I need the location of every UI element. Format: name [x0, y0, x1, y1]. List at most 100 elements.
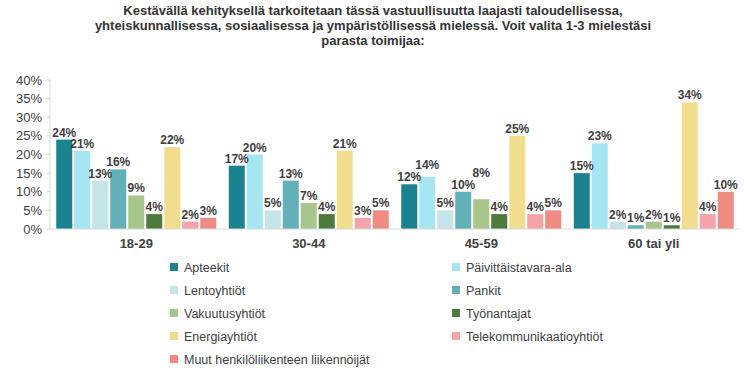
bar: [319, 214, 335, 229]
bars: [56, 102, 734, 229]
y-tick-label: 0%: [23, 222, 42, 237]
data-label: 16%: [106, 155, 130, 169]
data-label: 1%: [627, 211, 645, 225]
title-line: yhteiskunnallisessa, sosiaalisessa ja ym…: [95, 18, 651, 33]
y-tick-label: 10%: [16, 184, 42, 199]
title-line: Kestävällä kehityksellä tarkoitetaan täs…: [123, 3, 622, 18]
y-tick: [46, 80, 50, 81]
data-label: 3%: [200, 204, 218, 218]
y-tick-label: 40%: [16, 73, 42, 88]
bar: [646, 222, 662, 229]
y-tick-label: 15%: [16, 166, 42, 181]
bar: [283, 181, 299, 229]
y-tick: [46, 98, 50, 99]
legend-label: Vakuutusyhtiöt: [184, 307, 266, 321]
bar: [92, 181, 108, 229]
data-label: 8%: [473, 166, 491, 180]
bar: [56, 140, 72, 229]
legend-swatch: [170, 263, 178, 271]
bar: [718, 192, 734, 229]
data-label: 22%: [160, 133, 184, 147]
x-axis-line: [50, 229, 740, 230]
y-tick: [46, 173, 50, 174]
bar: [574, 173, 590, 229]
legend-label: Muut henkilöliikenteen liikennöijät: [184, 353, 370, 367]
legend-swatch: [452, 286, 460, 294]
y-tick: [46, 229, 50, 230]
y-tick-label: 5%: [23, 203, 42, 218]
bar: [355, 218, 371, 229]
y-tick: [46, 191, 50, 192]
legend-label: Energiayhtiöt: [184, 330, 257, 344]
y-tick-label: 30%: [16, 110, 42, 125]
legend-swatch: [452, 332, 460, 340]
bar: [473, 199, 489, 229]
data-label: 5%: [437, 196, 455, 210]
x-tick-label: 45-59: [465, 236, 498, 251]
legend-swatch: [170, 332, 178, 340]
legend-label: Työnantajat: [466, 307, 531, 321]
title: Kestävällä kehityksellä tarkoitetaan täs…: [95, 3, 651, 48]
y-tick: [46, 210, 50, 211]
bar: [164, 147, 180, 229]
data-label: 10%: [451, 178, 475, 192]
data-label: 5%: [264, 196, 282, 210]
data-label: 25%: [505, 122, 529, 136]
bar: [455, 192, 471, 229]
legend-swatch: [452, 263, 460, 271]
bar: [700, 214, 716, 229]
data-label: 12%: [397, 170, 421, 184]
data-label: 4%: [527, 200, 545, 214]
legend: ApteekitPäivittäistavara-alaLentoyhtiötP…: [170, 261, 603, 367]
bar: [491, 214, 507, 229]
bar: [373, 210, 389, 229]
bar: [200, 218, 216, 229]
x-tick-label: 30-44: [292, 236, 326, 251]
y-tick: [46, 135, 50, 136]
data-label: 15%: [570, 159, 594, 173]
legend-swatch: [452, 309, 460, 317]
x-tick-label: 18-29: [120, 236, 153, 251]
data-label: 13%: [279, 167, 303, 181]
bar: [610, 222, 626, 229]
data-label: 2%: [182, 208, 200, 222]
bar: [128, 195, 144, 229]
y-tick-label: 25%: [16, 128, 42, 143]
data-label: 9%: [128, 181, 146, 195]
title-line: parasta toimijaa:: [321, 33, 424, 48]
chart: Kestävällä kehityksellä tarkoitetaan täs…: [0, 0, 746, 390]
data-label: 4%: [491, 200, 509, 214]
y-tick: [46, 117, 50, 118]
bar: [664, 225, 680, 229]
data-label: 4%: [699, 200, 717, 214]
data-label: 10%: [714, 178, 738, 192]
legend-swatch: [170, 309, 178, 317]
x-tick-label: 60 tai yli: [628, 236, 679, 251]
y-tick-label: 20%: [16, 147, 42, 162]
data-label: 5%: [372, 196, 390, 210]
bar: [301, 203, 317, 229]
data-labels: 24%21%13%16%9%4%22%2%3%17%20%5%13%7%4%21…: [52, 88, 738, 225]
bar: [337, 151, 353, 229]
bar: [401, 184, 417, 229]
data-label: 5%: [545, 196, 563, 210]
y-tick-label: 35%: [16, 91, 42, 106]
y-tick: [46, 154, 50, 155]
legend-swatch: [170, 286, 178, 294]
y-axis: 0% 5% 10% 15% 20% 25% 30% 35% 40%: [16, 73, 50, 237]
bar: [182, 222, 198, 229]
data-label: 21%: [333, 137, 357, 151]
legend-label: Päivittäistavara-ala: [466, 261, 572, 275]
data-label: 23%: [588, 129, 612, 143]
legend-swatch: [170, 355, 178, 363]
legend-label: Telekommunikaatioyhtiöt: [466, 330, 603, 344]
bar: [229, 166, 245, 229]
legend-label: Apteekit: [184, 261, 230, 275]
bar: [419, 177, 435, 229]
bar: [265, 210, 281, 229]
data-label: 2%: [609, 208, 627, 222]
data-label: 14%: [415, 158, 439, 172]
bar: [146, 214, 162, 229]
data-label: 20%: [243, 141, 267, 155]
data-label: 4%: [146, 200, 164, 214]
